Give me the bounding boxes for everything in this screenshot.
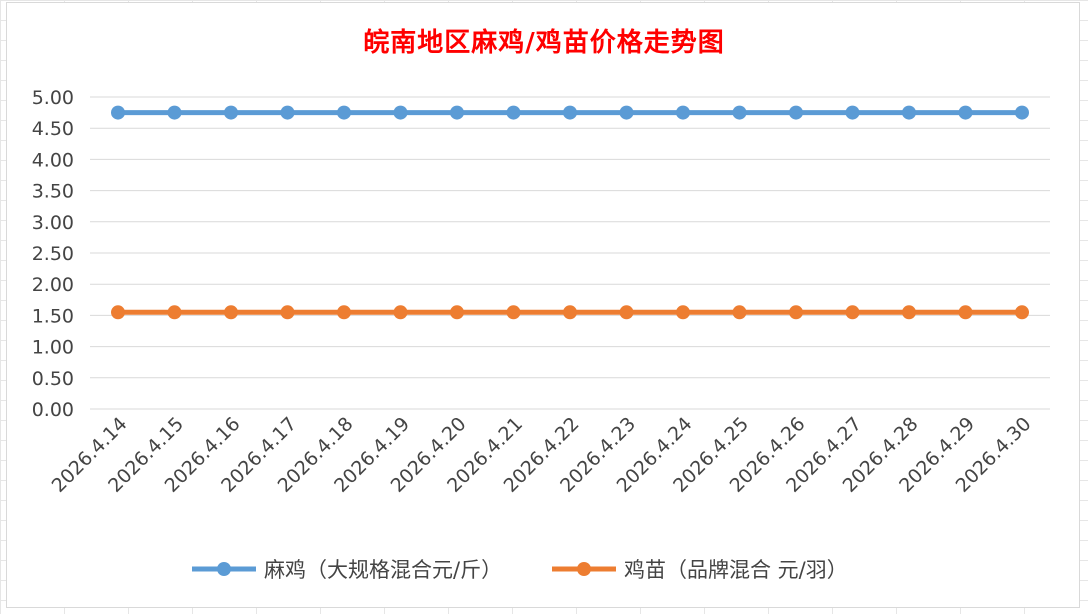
data-point bbox=[845, 305, 860, 320]
data-point bbox=[902, 305, 916, 320]
y-tick-label: 2.00 bbox=[32, 274, 74, 296]
data-point bbox=[732, 105, 747, 120]
data-point bbox=[224, 105, 238, 120]
data-point bbox=[337, 105, 351, 120]
data-point bbox=[450, 305, 464, 320]
data-point bbox=[506, 105, 521, 120]
y-tick-label: 1.00 bbox=[32, 337, 74, 359]
data-point bbox=[337, 305, 351, 320]
y-tick-label: 4.00 bbox=[32, 149, 74, 171]
y-tick-label: 3.00 bbox=[32, 212, 74, 234]
data-point bbox=[676, 305, 690, 320]
chart-title: 皖南地区麻鸡/鸡苗价格走势图 bbox=[363, 28, 725, 58]
x-axis-ticks: 2026.4.142026.4.152026.4.162026.4.172026… bbox=[48, 413, 1036, 497]
data-point bbox=[224, 305, 238, 320]
data-point bbox=[732, 305, 747, 320]
legend-marker bbox=[577, 562, 591, 576]
chart-area[interactable] bbox=[6, 2, 1080, 608]
legend-marker bbox=[217, 562, 231, 576]
data-point bbox=[167, 105, 182, 120]
data-point bbox=[1015, 105, 1029, 120]
data-point bbox=[393, 105, 408, 120]
data-point bbox=[1015, 305, 1029, 320]
gridlines bbox=[90, 96, 1050, 410]
y-tick-label: 2.50 bbox=[32, 243, 74, 265]
data-point bbox=[676, 105, 690, 120]
y-axis-ticks: 0.00 0.50 1.00 1.50 2.00 2.50 3.00 3.50 4.00 4.50… bbox=[32, 87, 74, 421]
legend-label: 麻鸡（大规格混合元/斤） bbox=[264, 558, 502, 582]
data-point bbox=[902, 105, 916, 120]
data-point bbox=[619, 305, 634, 320]
y-tick-label: 0.50 bbox=[32, 368, 74, 390]
data-point bbox=[958, 305, 973, 320]
data-point bbox=[563, 305, 577, 320]
data-point bbox=[789, 305, 803, 320]
data-point bbox=[958, 105, 973, 120]
data-point bbox=[111, 105, 125, 120]
data-point bbox=[506, 305, 521, 320]
data-point bbox=[619, 105, 634, 120]
data-point bbox=[845, 105, 860, 120]
data-point bbox=[450, 105, 464, 120]
data-point bbox=[280, 105, 295, 120]
data-point bbox=[393, 305, 408, 320]
y-tick-label: 3.50 bbox=[32, 181, 74, 203]
data-point bbox=[563, 105, 577, 120]
y-tick-label: 4.50 bbox=[32, 118, 74, 140]
data-point bbox=[280, 305, 295, 320]
legend: 麻鸡（大规格混合元/斤） 鸡苗（品牌混合 元/羽） bbox=[192, 558, 848, 582]
data-point bbox=[111, 305, 125, 320]
legend-label: 鸡苗（品牌混合 元/羽） bbox=[624, 558, 848, 582]
data-point bbox=[167, 305, 182, 320]
y-tick-label: 1.50 bbox=[32, 305, 74, 327]
y-tick-label: 5.00 bbox=[32, 87, 74, 109]
series-group bbox=[111, 105, 1029, 320]
y-tick-label: 0.00 bbox=[32, 399, 74, 421]
data-point bbox=[789, 105, 803, 120]
